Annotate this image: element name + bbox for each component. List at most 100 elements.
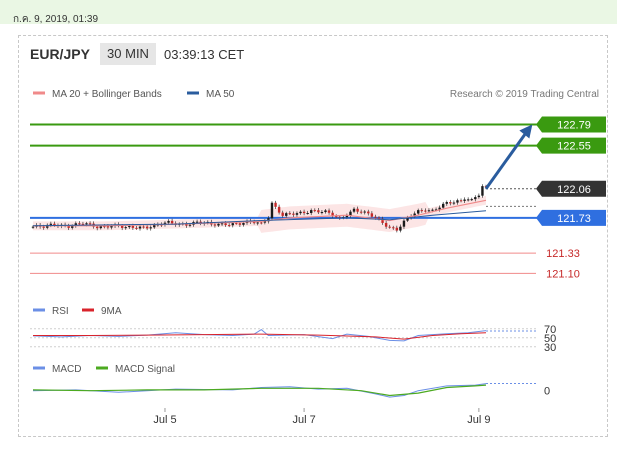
candle-body: [274, 202, 277, 207]
rsi-legend: RSI 9MA: [33, 306, 122, 317]
candle-body: [135, 227, 138, 229]
candle-body: [217, 223, 220, 226]
x-tick-label: Jul 5: [153, 414, 176, 426]
rsi-tick-50: 50: [544, 333, 556, 345]
candle-body: [349, 211, 352, 216]
candle-body: [392, 227, 395, 229]
candle-body: [449, 202, 452, 204]
candle-body: [138, 226, 142, 229]
x-tick-label: Jul 7: [292, 414, 315, 426]
candle-body: [302, 211, 306, 214]
candle-body: [195, 221, 199, 223]
candle-body: [231, 223, 234, 226]
level-label-121-10: 121.10: [546, 268, 580, 280]
candle-body: [188, 224, 192, 226]
candle-body: [310, 210, 313, 214]
forecast-arrow-line: [484, 128, 530, 190]
ma20-legend-label: MA 20 + Bollinger Bands: [52, 89, 162, 100]
level-tag-121-73: [536, 209, 606, 226]
candle-body: [281, 212, 284, 216]
candle-body: [334, 216, 338, 218]
candle-body: [49, 223, 53, 225]
candle-body: [417, 210, 420, 214]
forecast-arrow-head: [519, 124, 533, 139]
chart-time: 03:39:13 CET: [164, 47, 245, 62]
candle-body: [424, 210, 427, 212]
candle-body: [31, 226, 35, 228]
candle-body: [474, 197, 477, 200]
candle-body: [99, 226, 102, 229]
candle-body: [466, 199, 470, 201]
x-tick-label: Jul 9: [467, 414, 490, 426]
candle-body: [224, 223, 227, 226]
candle-body: [331, 212, 334, 217]
candle-body: [438, 207, 441, 210]
candle-body: [399, 226, 402, 231]
level-label-122-55: 122.55: [557, 141, 591, 153]
ma50-line: [32, 210, 487, 227]
candle-body: [131, 225, 135, 228]
macd-panel: 0: [32, 383, 550, 398]
level-tag-122-79: [536, 116, 606, 133]
candle-body: [220, 223, 224, 225]
candle-body: [459, 200, 463, 202]
candle-body: [149, 227, 152, 229]
candle-body: [285, 213, 288, 216]
current-price-label: 122.06: [557, 184, 591, 196]
candle-body: [235, 223, 238, 225]
timeframe-badge: 30 MIN: [100, 43, 156, 65]
candle-body: [463, 199, 466, 201]
currency-pair: EUR/JPY: [30, 46, 90, 62]
candle-body: [374, 216, 377, 218]
candle-body: [402, 220, 406, 227]
candle-body: [53, 223, 56, 226]
candle-body: [96, 226, 99, 229]
rsi-tick-70: 70: [544, 324, 556, 336]
level-label-121-73: 121.73: [557, 213, 591, 225]
candle-body: [324, 210, 327, 213]
candle-body: [128, 225, 131, 228]
rsi-ma-legend-label: 9MA: [101, 306, 122, 317]
candle-body: [81, 223, 85, 225]
candle-body: [395, 227, 399, 231]
candle-body: [327, 210, 331, 213]
candle-body: [292, 213, 295, 215]
candle-body: [71, 225, 74, 228]
candle-body: [185, 224, 188, 226]
candle-body: [153, 224, 156, 228]
candle-body: [288, 213, 292, 215]
candle-body: [313, 210, 316, 212]
candle-body: [142, 226, 145, 228]
macd-signal-legend-label: MACD Signal: [115, 364, 175, 375]
candle-body: [67, 225, 70, 228]
macd-tick-0: 0: [544, 386, 550, 398]
x-axis: Jul 5 Jul 7 Jul 9: [153, 408, 490, 426]
candle-body: [388, 226, 391, 228]
candle-body: [381, 218, 384, 223]
candle-body: [477, 195, 481, 198]
rsi-line: [32, 328, 487, 342]
candle-body: [384, 222, 388, 227]
candle-body: [124, 227, 127, 229]
ma50-legend-label: MA 50: [206, 89, 235, 100]
candle-body: [470, 199, 473, 201]
candle-body: [431, 209, 434, 211]
candle-body: [370, 213, 374, 217]
candle-body: [352, 208, 356, 212]
candle-body: [367, 211, 370, 214]
candle-body: [377, 217, 381, 219]
candle-body: [256, 222, 259, 224]
candle-body: [420, 210, 423, 212]
candle-body: [145, 226, 149, 229]
candle-body: [413, 213, 416, 217]
candle-body: [238, 223, 242, 225]
candle-body: [110, 225, 113, 228]
candle-body: [85, 223, 88, 225]
candle-body: [213, 224, 217, 226]
candle-body: [299, 211, 302, 214]
candle-body: [434, 209, 438, 211]
price-legend: MA 20 + Bollinger Bands MA 50: [33, 89, 235, 100]
candle-body: [441, 203, 445, 208]
